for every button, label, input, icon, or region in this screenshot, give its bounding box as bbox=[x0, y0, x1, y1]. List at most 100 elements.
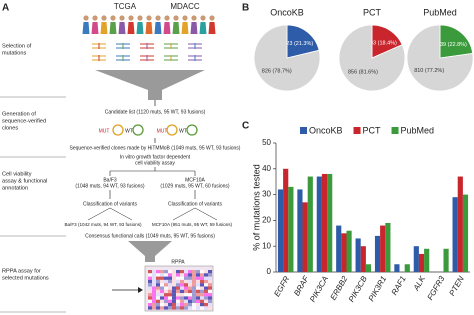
legend-label: PCT bbox=[363, 125, 382, 135]
pie-label: 239 (22.8%) bbox=[437, 42, 467, 48]
heat-cell bbox=[156, 289, 160, 294]
person-head bbox=[110, 15, 116, 21]
bar bbox=[277, 189, 284, 272]
heat-cell bbox=[200, 299, 204, 303]
heat-cell bbox=[148, 296, 152, 300]
heat-cell bbox=[196, 293, 200, 297]
heat-cell bbox=[172, 293, 176, 297]
heat-cell bbox=[200, 306, 204, 310]
bar bbox=[380, 225, 386, 272]
heat-cell bbox=[184, 303, 188, 307]
mcf-result: MCF10A (951 muts, 95 WT, 59 fusions) bbox=[152, 222, 233, 227]
heat-cell bbox=[160, 279, 164, 284]
y-tick-label: 40 bbox=[262, 164, 271, 173]
heat-cell bbox=[148, 276, 152, 280]
heat-cell bbox=[160, 276, 164, 280]
heat-cell bbox=[152, 286, 156, 290]
heat-cell bbox=[184, 276, 188, 280]
x-tick-label: EGFR bbox=[272, 274, 291, 298]
heat-cell bbox=[204, 306, 208, 310]
step-label: assay & functional bbox=[2, 178, 47, 184]
person-body bbox=[190, 22, 198, 34]
heat-cell bbox=[148, 286, 152, 290]
heat-cell bbox=[156, 299, 160, 303]
step-label: Generation of bbox=[2, 111, 36, 117]
heat-cell bbox=[164, 273, 168, 277]
heat-cell bbox=[160, 296, 164, 300]
heat-cell bbox=[184, 289, 188, 294]
heat-cell bbox=[152, 283, 156, 287]
heat-cell bbox=[200, 279, 204, 284]
panel-label: C bbox=[242, 121, 249, 132]
pie-label: 810 (77.2%) bbox=[414, 68, 444, 74]
heat-cell bbox=[176, 293, 180, 297]
classify-text: Classification of variants bbox=[168, 201, 222, 207]
heat-cell bbox=[184, 296, 188, 300]
heat-cell bbox=[176, 283, 180, 287]
bar bbox=[288, 186, 294, 272]
bar bbox=[302, 202, 308, 272]
heat-cell bbox=[168, 283, 172, 287]
heat-cell bbox=[164, 299, 168, 303]
legend-swatch bbox=[300, 127, 307, 134]
heat-cell bbox=[176, 306, 180, 310]
x-tick-label: BRAF bbox=[292, 274, 311, 298]
heat-cell bbox=[176, 286, 180, 290]
heat-cell bbox=[204, 289, 208, 294]
x-tick-label: ERBB2 bbox=[329, 274, 350, 302]
mcf-text: MCF10A bbox=[185, 177, 205, 183]
step-label: clones bbox=[2, 125, 18, 131]
heat-cell bbox=[168, 296, 172, 300]
heat-cell bbox=[152, 293, 156, 297]
assay-text: cell viability assay bbox=[135, 160, 175, 166]
person-head bbox=[137, 15, 143, 21]
step-divider bbox=[0, 96, 66, 313]
heat-cell bbox=[172, 273, 176, 277]
y-tick-label: 50 bbox=[262, 138, 271, 147]
heat-cell bbox=[196, 289, 200, 294]
pie-slice bbox=[286, 24, 320, 59]
heat-cell bbox=[180, 279, 184, 284]
heat-cell bbox=[184, 286, 188, 290]
legend-swatch bbox=[391, 127, 399, 134]
heat-cell bbox=[180, 296, 184, 300]
person-body bbox=[109, 22, 117, 34]
heat-cell bbox=[148, 289, 152, 294]
arrow bbox=[109, 190, 196, 199]
heat-cell bbox=[152, 299, 156, 303]
pie-slice bbox=[439, 24, 474, 59]
heat-cell bbox=[208, 270, 212, 274]
person-body bbox=[172, 22, 180, 34]
assay-text: In vitro growth factor dependent bbox=[120, 154, 191, 160]
heat-cell bbox=[196, 273, 200, 277]
heat-cell bbox=[164, 303, 168, 307]
panel-label: B bbox=[242, 3, 249, 14]
heat-cell bbox=[172, 299, 176, 303]
heat-cell bbox=[188, 293, 192, 297]
person-body bbox=[82, 22, 90, 34]
person-head bbox=[146, 15, 152, 21]
heatmap-cells bbox=[148, 270, 212, 310]
bar bbox=[321, 173, 328, 272]
heat-cell bbox=[156, 270, 160, 274]
heat-cell bbox=[168, 279, 172, 284]
heat-cell bbox=[176, 299, 180, 303]
heat-cell bbox=[204, 270, 208, 274]
pie-title: PCT bbox=[363, 7, 382, 17]
person-head bbox=[128, 15, 134, 21]
heat-cell bbox=[200, 289, 204, 294]
heat-cell bbox=[180, 273, 184, 277]
heat-cell bbox=[180, 306, 184, 310]
heat-cell bbox=[208, 296, 212, 300]
heat-cell bbox=[204, 276, 208, 280]
heat-cell bbox=[192, 276, 196, 280]
heat-cell bbox=[184, 279, 188, 284]
heat-cell bbox=[204, 303, 208, 307]
heat-cell bbox=[148, 306, 152, 310]
consensus-text: Consensus functional calls (1049 muts, 9… bbox=[85, 233, 215, 239]
heat-cell bbox=[200, 303, 204, 307]
heat-cell bbox=[148, 273, 152, 277]
heat-cell bbox=[188, 283, 192, 287]
heat-cell bbox=[156, 273, 160, 277]
heat-cell bbox=[160, 283, 164, 287]
